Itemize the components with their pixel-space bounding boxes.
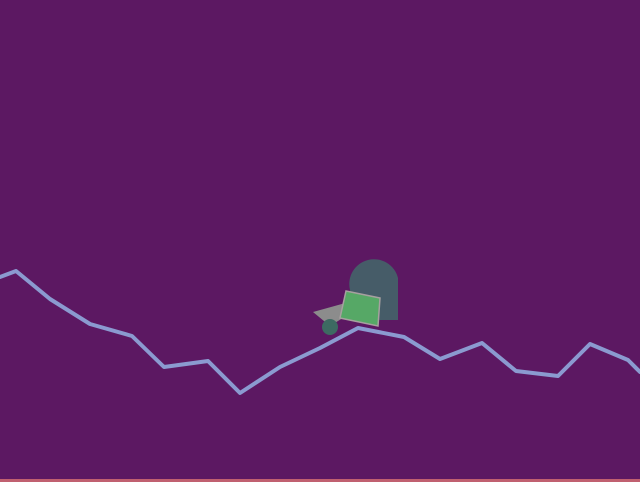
walker-robot xyxy=(313,259,398,335)
bottom-border xyxy=(0,479,640,482)
walker-torso xyxy=(339,290,381,327)
walker-hip-joint xyxy=(322,319,338,335)
walker-leg xyxy=(313,302,349,326)
terrain-line xyxy=(0,269,640,395)
